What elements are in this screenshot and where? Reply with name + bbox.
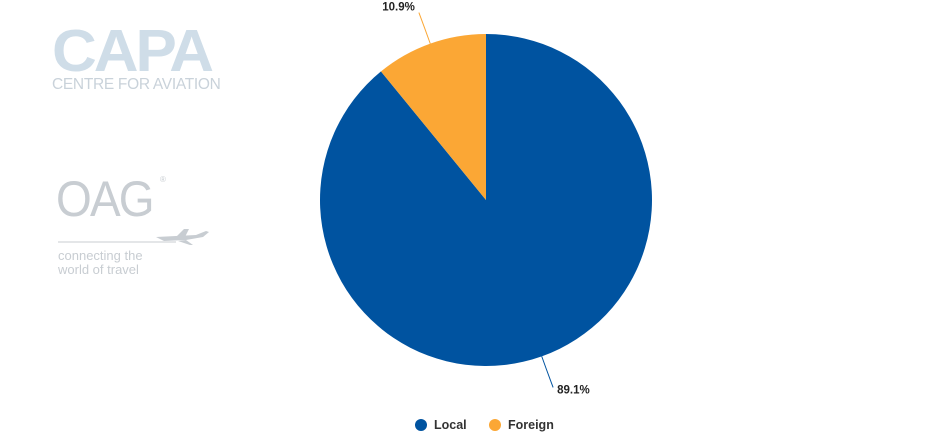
legend-item-foreign[interactable]: Foreign: [489, 418, 554, 432]
data-label-local: 89.1%: [557, 384, 590, 396]
pie-slice-foreign[interactable]: [380, 34, 486, 200]
data-label-connectors: [418, 12, 554, 388]
connector-local: [541, 356, 554, 388]
connector-foreign: [418, 12, 431, 44]
registered-mark: ®: [160, 175, 166, 184]
oag-tagline: connecting the world of travel: [58, 249, 198, 277]
legend-label-foreign: Foreign: [508, 418, 554, 432]
oag-logo: OAG ® connecting the world of travel: [56, 171, 226, 277]
chart-legend: Local Foreign: [0, 418, 938, 436]
legend-label-local: Local: [434, 418, 467, 432]
data-label-foreign: 10.9%: [382, 2, 415, 14]
capa-logo-subtitle: CENTRE FOR AVIATION: [52, 76, 221, 93]
oag-tagline-line1: connecting the: [58, 248, 143, 263]
data-labels: 89.1% 10.9%: [382, 2, 589, 397]
capa-logo: CAPA CENTRE FOR AVIATION: [52, 18, 262, 94]
pie-slices: [320, 34, 652, 366]
capa-logo-word: CAPA: [52, 18, 214, 85]
legend-marker-local: [415, 419, 427, 431]
oag-tagline-line2: world of travel: [58, 262, 139, 277]
airplane-icon: [58, 229, 209, 245]
legend-item-local[interactable]: Local: [415, 418, 467, 432]
oag-logo-word: OAG: [56, 171, 155, 227]
legend-marker-foreign: [489, 419, 501, 431]
